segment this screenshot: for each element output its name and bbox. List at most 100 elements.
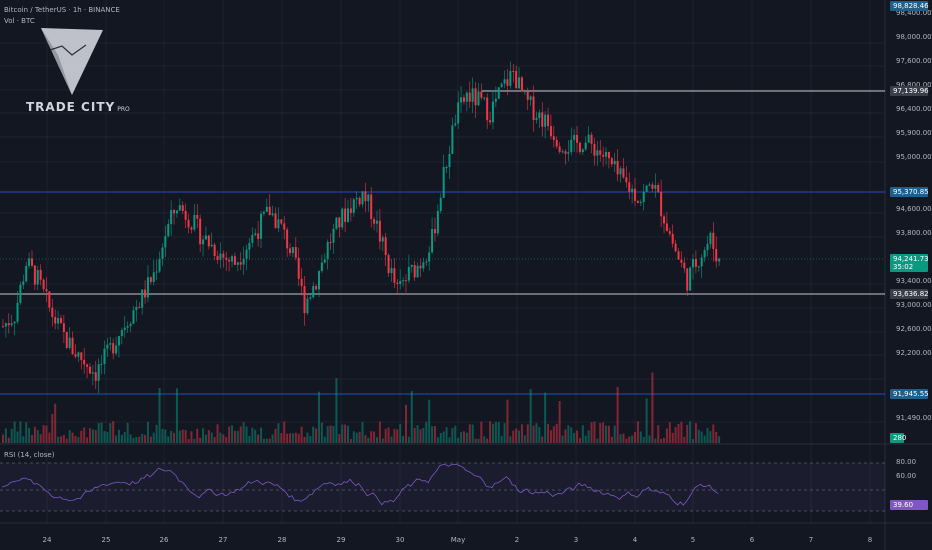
volume-bar [593, 421, 596, 443]
volume-bar [210, 432, 213, 443]
candle-body [442, 167, 445, 198]
candle-body [436, 211, 439, 234]
volume-bar [489, 421, 492, 443]
volume-bar [433, 425, 436, 443]
candle-body [233, 256, 236, 265]
candle-body [251, 235, 254, 243]
candle-body [515, 71, 518, 89]
volume-bar [636, 421, 639, 443]
volume-bar [660, 438, 663, 443]
volume-bar [428, 399, 431, 443]
volume-bar [216, 424, 219, 443]
candle-body [286, 229, 289, 249]
volume-bar [323, 436, 326, 443]
candle-body [674, 243, 677, 252]
candle-body [404, 280, 407, 282]
volume-bar [584, 435, 587, 443]
candle-body [561, 151, 564, 153]
candle-body [239, 262, 242, 265]
volume-value-tag: 280 [890, 433, 906, 443]
volume-bar [596, 438, 599, 443]
candle-body [474, 88, 477, 106]
volume-bar [277, 423, 280, 443]
candle-body [625, 177, 628, 183]
candle-body [326, 241, 329, 260]
candle-body [399, 281, 402, 285]
rsi-band [0, 463, 885, 511]
candle-body [532, 96, 535, 121]
candle-body [671, 233, 674, 244]
volume-bar [689, 421, 692, 443]
price-axis-label: 93,400.00 [896, 277, 932, 285]
candle-body [91, 372, 94, 374]
volume-bar [610, 436, 613, 443]
candle-body [39, 269, 42, 280]
volume-bar [135, 437, 138, 443]
candle-body [164, 236, 167, 248]
volume-title[interactable]: Vol · BTC [4, 17, 35, 25]
volume-bar [335, 378, 338, 443]
rsi-title[interactable]: RSI (14, close) [4, 451, 55, 459]
symbol-title[interactable]: Bitcoin / TetherUS · 1h · BINANCE [4, 6, 120, 14]
candle-body [523, 91, 526, 93]
candle-body [36, 269, 39, 285]
candle-body [642, 191, 645, 202]
volume-bar [407, 436, 410, 443]
candle-body [538, 112, 541, 119]
candle-body [387, 255, 390, 274]
volume-bar [552, 426, 555, 443]
trade-city-logo-icon [41, 28, 103, 95]
candle-body [103, 348, 106, 364]
volume-bar [387, 427, 390, 443]
candle-body [428, 252, 431, 262]
candle-body [344, 208, 347, 222]
volume-bar [680, 421, 683, 443]
volume-bar [141, 433, 144, 443]
candle-body [457, 102, 460, 124]
volume-bar [254, 429, 257, 443]
candle-body [402, 280, 405, 282]
volume-bar [471, 424, 474, 443]
volume-bar [558, 401, 561, 443]
candle-body [489, 120, 492, 123]
volume-bar [112, 421, 115, 443]
candle-body [700, 257, 703, 267]
candle-body [262, 211, 265, 214]
candle-body [686, 268, 689, 291]
time-axis-label: 2 [514, 536, 520, 544]
volume-bar [631, 435, 634, 443]
candle-body [19, 284, 22, 303]
volume-bar [515, 428, 518, 443]
candle-body [315, 286, 318, 290]
candle-body [520, 77, 523, 92]
candle-body [375, 220, 378, 224]
candle-body [338, 217, 341, 228]
volume-bar [233, 430, 236, 443]
volume-bar [544, 392, 547, 443]
volume-bar [355, 432, 358, 443]
volume-bar [309, 435, 312, 443]
candle-body [518, 77, 521, 89]
candle-body [74, 354, 77, 357]
volume-bar [300, 426, 303, 443]
volume-bar [442, 431, 445, 443]
volume-bar [106, 431, 109, 443]
candle-body [512, 70, 515, 72]
volume-bar [674, 426, 677, 443]
volume-bar [506, 399, 509, 443]
volume-bar [202, 428, 205, 443]
candle-body [199, 218, 202, 245]
candle-body [291, 246, 294, 254]
candle-body [271, 213, 274, 216]
volume-bar [518, 430, 521, 443]
candle-body [100, 363, 103, 365]
volume-bar [45, 425, 48, 443]
volume-bar [54, 403, 57, 443]
candle-body [590, 134, 593, 144]
candle-body [619, 168, 622, 175]
level-price-tag: 91,945.55 [890, 389, 929, 399]
candle-body [535, 118, 538, 121]
candle-body [7, 323, 10, 326]
